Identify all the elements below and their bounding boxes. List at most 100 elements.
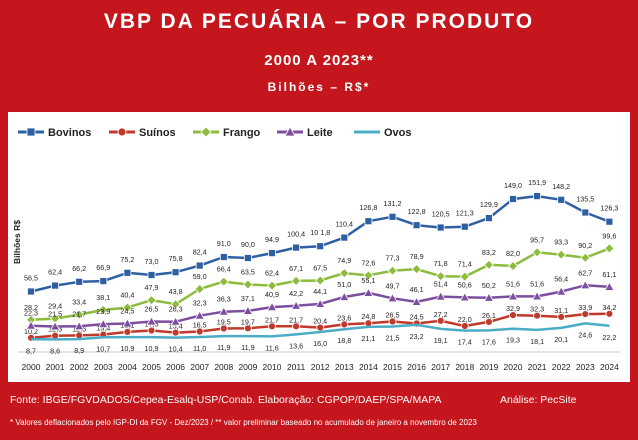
data-point xyxy=(51,281,59,290)
data-point xyxy=(122,318,133,328)
data-label: 99,6 xyxy=(602,231,616,240)
data-point xyxy=(387,265,398,276)
data-label: 23,2 xyxy=(410,332,424,341)
data-label: 21,7 xyxy=(265,315,279,324)
x-tick-label: 2000 xyxy=(22,362,41,372)
data-label: 100,4 xyxy=(287,230,305,239)
data-label: 90,0 xyxy=(241,240,255,249)
data-label: 51,6 xyxy=(506,279,520,288)
data-label: 10 1,8 xyxy=(310,228,330,237)
data-point xyxy=(25,320,37,330)
data-point xyxy=(123,268,132,277)
data-point xyxy=(363,270,374,281)
legend-item-ovos: Ovos xyxy=(354,127,412,139)
data-point xyxy=(219,253,228,261)
data-label: 32,3 xyxy=(193,299,207,308)
data-label: 44,1 xyxy=(313,287,327,296)
data-point xyxy=(557,312,566,321)
data-point xyxy=(484,214,493,222)
x-tick-label: 2007 xyxy=(190,362,209,372)
x-tick-label: 2001 xyxy=(46,362,65,372)
data-point xyxy=(123,327,132,336)
data-point xyxy=(195,327,204,336)
data-label: 71,4 xyxy=(458,260,472,269)
data-point xyxy=(98,304,109,315)
data-label: 36,3 xyxy=(217,295,231,304)
page-title: VBP DA PECUÁRIA – POR PRODUTO xyxy=(103,10,535,33)
data-point xyxy=(242,305,254,315)
data-label: 21,1 xyxy=(361,334,375,343)
data-point xyxy=(290,300,302,310)
data-label: 51,6 xyxy=(530,279,544,288)
x-tick-label: 2004 xyxy=(118,362,137,372)
data-label: 75,8 xyxy=(169,254,183,263)
data-label: 17,6 xyxy=(482,337,496,346)
data-point xyxy=(339,268,350,279)
data-label: 11,6 xyxy=(265,343,278,352)
data-label: 24,5 xyxy=(120,307,134,316)
data-label: 29,4 xyxy=(48,302,62,311)
data-label: 13,4 xyxy=(96,324,110,333)
legend-marker xyxy=(26,127,36,137)
data-label: 40,9 xyxy=(265,290,279,299)
data-point xyxy=(266,301,278,312)
data-label: 120,5 xyxy=(432,210,450,219)
data-label: 47,9 xyxy=(145,283,159,292)
data-point xyxy=(435,291,446,301)
data-point xyxy=(291,275,302,286)
data-point xyxy=(364,217,373,226)
analysis-credit: Análise: PecSite xyxy=(500,394,577,406)
data-point xyxy=(436,316,445,325)
data-label: 63,5 xyxy=(241,268,255,277)
footer-source-row: Fonte: IBGE/FGVDADOS/Cepea-Esalq-USP/Con… xyxy=(10,394,576,406)
data-point xyxy=(147,326,156,335)
x-tick-label: 2006 xyxy=(166,362,185,372)
x-tick-label: 2022 xyxy=(552,362,571,372)
data-label: 10,7 xyxy=(96,344,110,353)
data-label: 21,5 xyxy=(48,310,62,319)
data-label: 126,3 xyxy=(600,204,618,213)
data-label: 26,3 xyxy=(169,305,183,314)
data-point xyxy=(411,264,422,275)
data-label: 91,0 xyxy=(217,239,231,248)
data-point xyxy=(99,277,108,286)
x-tick-label: 2008 xyxy=(214,362,233,372)
data-point xyxy=(557,195,566,204)
data-label: 62,4 xyxy=(48,268,62,277)
page-subtitle: 2000 A 2023** xyxy=(264,52,374,69)
data-point xyxy=(27,287,35,296)
data-label: 22,2 xyxy=(602,333,616,342)
data-label: 110,4 xyxy=(336,220,353,229)
data-label: 50,6 xyxy=(458,280,472,289)
data-point xyxy=(49,321,61,331)
data-label: 10,2 xyxy=(24,327,38,336)
data-label: 121,3 xyxy=(456,209,474,218)
data-label: 49,7 xyxy=(386,281,400,290)
data-label: 149,0 xyxy=(504,181,522,190)
data-label: 90,2 xyxy=(578,241,592,250)
legend-item-bovinos: Bovinos xyxy=(18,127,91,139)
data-label: 95,7 xyxy=(530,235,544,244)
data-point xyxy=(509,195,517,203)
data-label: 10,9 xyxy=(120,344,134,353)
legend-item-leite: Leite xyxy=(277,126,333,139)
data-point xyxy=(509,311,517,320)
data-label: 93,3 xyxy=(554,238,568,247)
data-label: 15,4 xyxy=(169,322,183,331)
data-point xyxy=(218,276,229,287)
data-point xyxy=(339,291,350,301)
data-label: 37,1 xyxy=(241,294,255,303)
data-label: 131,2 xyxy=(384,199,402,208)
data-point xyxy=(604,243,615,254)
data-label: 11,0 xyxy=(193,344,206,353)
data-label: 27,2 xyxy=(434,310,448,319)
data-point xyxy=(171,268,180,277)
data-point xyxy=(315,298,326,308)
data-point xyxy=(556,249,567,260)
x-tick-label: 2023 xyxy=(576,362,595,372)
data-point xyxy=(194,310,205,320)
data-point xyxy=(171,328,180,337)
data-label: 126,8 xyxy=(359,203,377,212)
data-point xyxy=(460,222,469,231)
